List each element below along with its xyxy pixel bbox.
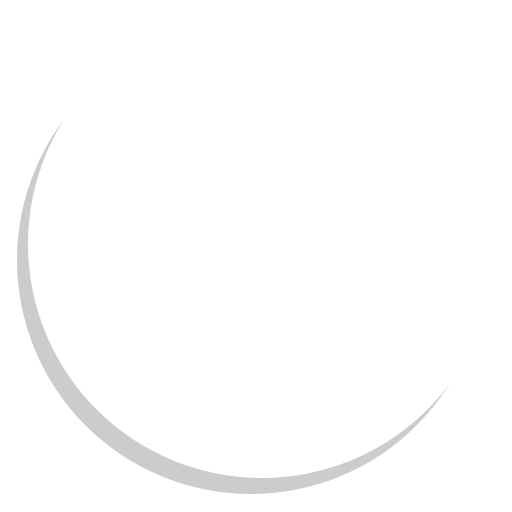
- face-disc: [28, 10, 496, 478]
